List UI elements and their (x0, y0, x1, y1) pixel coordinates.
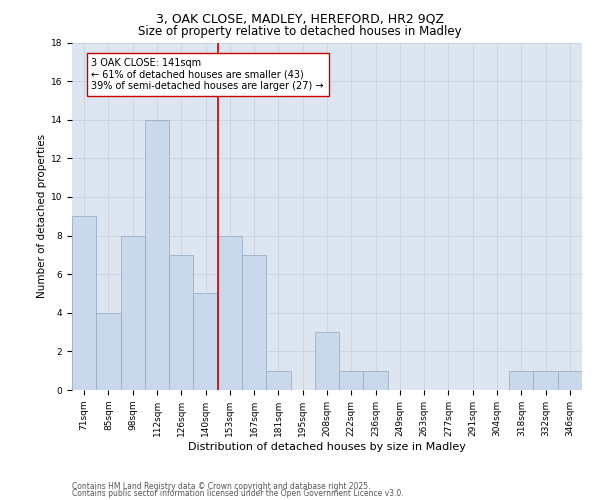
Text: Contains HM Land Registry data © Crown copyright and database right 2025.: Contains HM Land Registry data © Crown c… (72, 482, 371, 491)
Bar (242, 255, 266, 390)
Y-axis label: Number of detached properties: Number of detached properties (37, 134, 47, 298)
Bar (509, 370, 533, 390)
Bar (72, 216, 96, 390)
X-axis label: Distribution of detached houses by size in Madley: Distribution of detached houses by size … (188, 442, 466, 452)
Text: Contains public sector information licensed under the Open Government Licence v3: Contains public sector information licen… (72, 489, 404, 498)
Bar (558, 370, 582, 390)
Bar (145, 120, 169, 390)
Bar (121, 236, 145, 390)
Bar (169, 255, 193, 390)
Text: Size of property relative to detached houses in Madley: Size of property relative to detached ho… (138, 25, 462, 38)
Text: 3, OAK CLOSE, MADLEY, HEREFORD, HR2 9QZ: 3, OAK CLOSE, MADLEY, HEREFORD, HR2 9QZ (156, 12, 444, 26)
Bar (364, 370, 388, 390)
Text: 3 OAK CLOSE: 141sqm
← 61% of detached houses are smaller (43)
39% of semi-detach: 3 OAK CLOSE: 141sqm ← 61% of detached ho… (91, 58, 324, 91)
Bar (218, 236, 242, 390)
Bar (533, 370, 558, 390)
Bar (266, 370, 290, 390)
Bar (315, 332, 339, 390)
Bar (193, 294, 218, 390)
Bar (339, 370, 364, 390)
Bar (96, 313, 121, 390)
